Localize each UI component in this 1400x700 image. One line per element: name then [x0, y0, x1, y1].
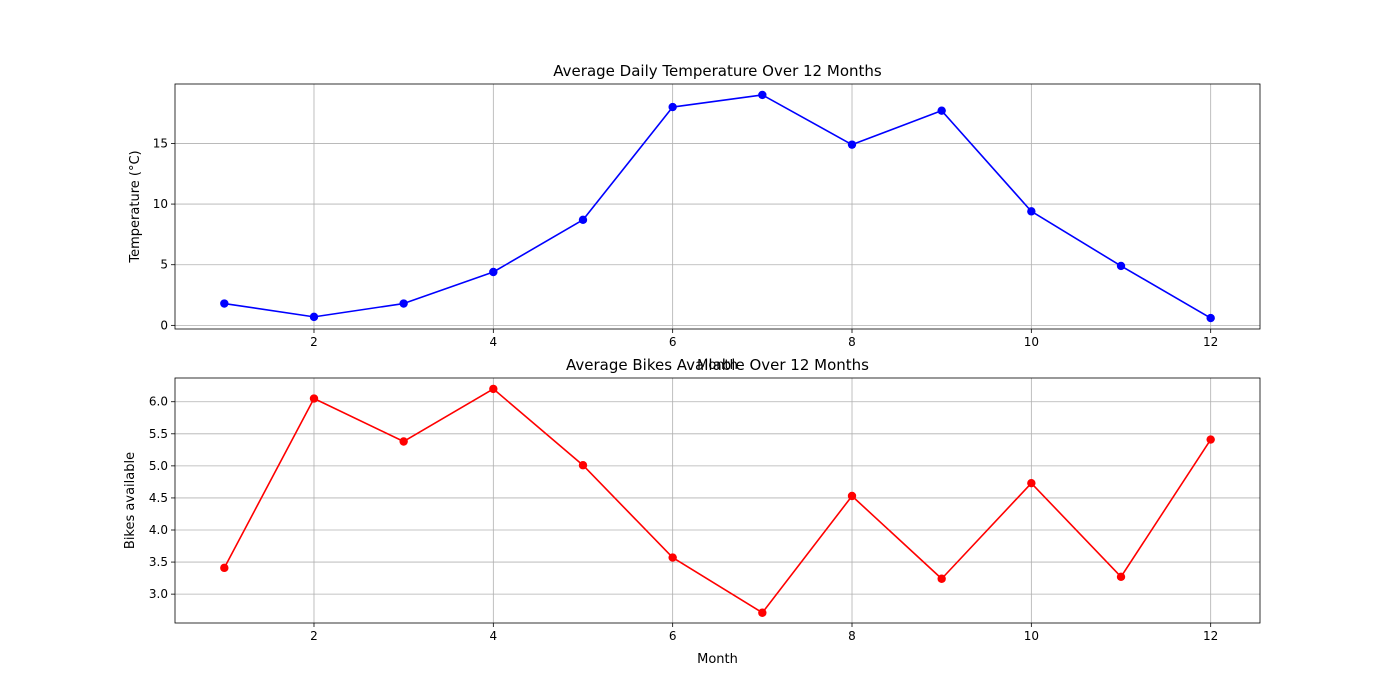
bikes-x-tick-label: 4 [490, 629, 498, 643]
temperature-data-point [220, 299, 229, 308]
bikes-data-point [847, 491, 857, 501]
bikes-data-point [220, 563, 229, 573]
temperature-data-point [668, 102, 677, 112]
bikes-data-point [399, 437, 408, 446]
temperature-x-axis-label: Month [697, 358, 738, 373]
bikes-x-tick-label: 8 [848, 629, 856, 643]
bikes-chart-title: Average Bikes Available Over 12 Months [566, 356, 869, 374]
temperature-data-point [847, 140, 857, 149]
temperature-y-tick-label: 15 [153, 136, 168, 150]
bikes-y-tick-label: 4.5 [149, 491, 168, 505]
temperature-data-point [1116, 261, 1126, 271]
bikes-plot-frame [174, 377, 1261, 624]
bikes-y-tick-label: 3.5 [149, 555, 168, 569]
bikes-data-point [309, 394, 319, 403]
bikes-panel: Average Bikes Available Over 12 Months M… [123, 356, 1261, 667]
bikes-x-tick-label: 6 [669, 629, 677, 643]
bikes-data-point [1206, 435, 1215, 444]
temperature-y-axis-label: Temperature (°C) [128, 150, 143, 263]
temperature-data-point [1027, 207, 1036, 216]
temperature-y-tick-label: 5 [160, 258, 168, 272]
bikes-y-tick-label: 3.0 [149, 587, 168, 601]
temperature-data-point [937, 106, 946, 115]
temperature-data-point [309, 312, 319, 322]
temperature-x-tick-label: 8 [848, 335, 856, 349]
bikes-y-axis-label: Bikes available [123, 452, 138, 549]
bikes-data-point [937, 574, 946, 583]
temperature-data-point [578, 215, 588, 225]
bikes-data-point [489, 384, 498, 394]
bikes-x-tick-label: 12 [1203, 629, 1218, 643]
temperature-x-tick-label: 6 [669, 335, 677, 349]
bikes-x-axis-label: Month [697, 652, 738, 667]
bikes-data-point [578, 461, 588, 470]
bikes-x-tick-label: 2 [310, 629, 318, 643]
temperature-series-line [224, 94, 1212, 319]
temperature-chart-title: Average Daily Temperature Over 12 Months [553, 62, 882, 80]
bikes-y-tick-label: 4.0 [149, 523, 168, 537]
temperature-data-point [1206, 313, 1215, 323]
temperature-y-tick-label: 10 [153, 197, 168, 211]
temperature-data-point [758, 90, 767, 100]
temperature-x-tick-label: 10 [1024, 335, 1039, 349]
temperature-data-point [489, 267, 498, 277]
temperature-plot-frame [174, 83, 1261, 330]
temperature-x-tick-label: 4 [490, 335, 498, 349]
bikes-y-tick-label: 6.0 [149, 395, 168, 409]
temperature-x-tick-label: 12 [1203, 335, 1218, 349]
temperature-data-point [399, 299, 408, 308]
bikes-data-point [758, 608, 767, 617]
bikes-data-point [1027, 478, 1036, 488]
temperature-y-tick-label: 0 [160, 318, 168, 332]
bikes-series-line [223, 388, 1212, 614]
bikes-data-point [668, 553, 677, 562]
temperature-x-tick-label: 2 [310, 335, 318, 349]
temperature-panel: Average Daily Temperature Over 12 Months… [128, 62, 1261, 373]
bikes-data-point [1116, 572, 1126, 582]
bikes-y-tick-label: 5.0 [149, 459, 168, 473]
bikes-y-tick-label: 5.5 [149, 427, 168, 441]
bikes-x-tick-label: 10 [1024, 629, 1039, 643]
